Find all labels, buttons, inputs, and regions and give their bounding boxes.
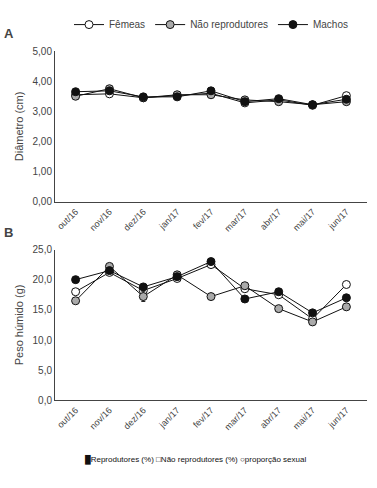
svg-text:Peso húmido (g): Peso húmido (g) — [13, 285, 25, 366]
svg-text:0,00: 0,00 — [33, 196, 53, 207]
svg-text:jan/17: jan/17 — [157, 405, 182, 430]
svg-text:out/16: out/16 — [55, 405, 80, 430]
svg-text:25,0: 25,0 — [33, 244, 53, 255]
svg-text:Diâmetro (cm): Diâmetro (cm) — [13, 92, 25, 162]
svg-text:abr/17: abr/17 — [258, 207, 283, 232]
svg-text:10,0: 10,0 — [33, 335, 53, 346]
svg-text:dez/16: dez/16 — [122, 207, 148, 233]
svg-text:fev/17: fev/17 — [191, 405, 215, 429]
svg-text:mar/17: mar/17 — [223, 405, 250, 432]
svg-text:mar/17: mar/17 — [223, 207, 250, 234]
svg-text:5,00: 5,00 — [33, 46, 53, 57]
svg-text:A: A — [4, 26, 14, 41]
svg-text:Machos: Machos — [313, 19, 348, 30]
svg-text:mai/17: mai/17 — [291, 207, 317, 233]
svg-text:nov/16: nov/16 — [88, 207, 114, 233]
svg-text:B: B — [4, 225, 13, 240]
svg-text:█Reprodutores (%) □Não reprodu: █Reprodutores (%) □Não reprodutores (%) … — [85, 454, 306, 465]
svg-text:jun/17: jun/17 — [326, 405, 351, 430]
svg-text:jan/17: jan/17 — [157, 207, 182, 232]
svg-text:5,0: 5,0 — [38, 365, 52, 376]
svg-text:20,0: 20,0 — [33, 274, 53, 285]
svg-text:Não reprodutores: Não reprodutores — [190, 19, 268, 30]
svg-text:Fêmeas: Fêmeas — [109, 19, 145, 30]
svg-text:fev/17: fev/17 — [191, 207, 215, 231]
svg-text:15,0: 15,0 — [33, 304, 53, 315]
svg-text:3,00: 3,00 — [33, 106, 53, 117]
svg-text:0,0: 0,0 — [38, 395, 52, 406]
svg-text:out/16: out/16 — [55, 207, 80, 232]
svg-text:nov/16: nov/16 — [88, 405, 114, 431]
svg-text:mai/17: mai/17 — [291, 405, 317, 431]
svg-text:4,00: 4,00 — [33, 76, 53, 87]
svg-text:abr/17: abr/17 — [258, 405, 283, 430]
svg-text:jun/17: jun/17 — [326, 207, 351, 232]
svg-text:1,00: 1,00 — [33, 166, 53, 177]
svg-text:dez/16: dez/16 — [122, 405, 148, 431]
svg-text:2,00: 2,00 — [33, 136, 53, 147]
